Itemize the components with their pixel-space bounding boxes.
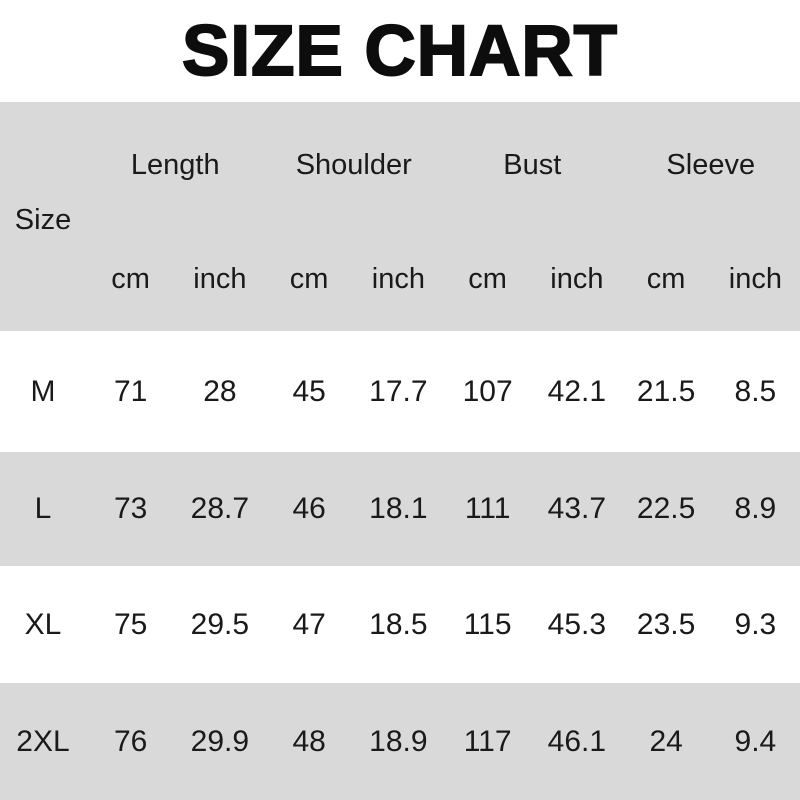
table-cell: 46: [292, 492, 326, 525]
table-cell: 18.1: [369, 492, 428, 525]
table-cell: 24: [649, 724, 683, 758]
table-cell: 107: [462, 374, 513, 408]
table-cell: 46.1: [547, 724, 607, 758]
table-cell: 8.5: [734, 374, 777, 408]
table-cell: 47: [292, 607, 326, 641]
table-cell: 42.1: [547, 374, 607, 408]
table-cell: 8.9: [734, 492, 777, 525]
column-group-sleeve: Sleeve: [666, 148, 756, 181]
unit-header-length-cm: cm: [111, 263, 150, 295]
unit-header-bust-cm: cm: [468, 263, 507, 295]
column-group-bust: Bust: [503, 148, 562, 181]
table-cell: 43.7: [547, 492, 607, 525]
column-header-size: Size: [14, 204, 72, 236]
table-cell: 28: [203, 374, 237, 408]
unit-header-sleeve-cm: cm: [646, 263, 686, 295]
table-cell: 29.9: [190, 724, 250, 758]
table-header: Size Length Shoulder Bust Sleeve cm inch…: [0, 102, 800, 331]
table-row-xl: XL 75 29.5 47 18.5 115 45.3 23.5 9.3: [0, 566, 800, 683]
table-cell: 28.7: [190, 492, 250, 525]
table-cell: 17.7: [369, 374, 428, 408]
title-band: SIZE CHART: [0, 0, 800, 102]
table-cell: 21.5: [636, 374, 696, 408]
unit-header-length-inch: inch: [193, 263, 247, 295]
table-cell: 22.5: [636, 492, 696, 525]
table-cell: 73: [113, 492, 148, 525]
table-cell: 29.5: [190, 607, 250, 641]
table-cell: 75: [113, 607, 148, 641]
table-cell: 9.3: [734, 607, 777, 641]
table-cell: 45.3: [547, 607, 607, 641]
table-cell: 18.9: [369, 724, 428, 758]
table-cell: 23.5: [636, 607, 696, 641]
row-size-label: 2XL: [16, 724, 70, 758]
page-title: SIZE CHART: [181, 11, 618, 92]
table-cell: 117: [463, 724, 512, 758]
unit-header-sleeve-inch: inch: [728, 263, 782, 295]
row-size-label: L: [34, 492, 52, 525]
table-cell: 71: [113, 374, 148, 408]
row-size-label: XL: [24, 607, 62, 641]
unit-header-shoulder-inch: inch: [371, 263, 425, 295]
table-row-l: L 73 28.7 46 18.1 111 43.7 22.5 8.9: [0, 452, 800, 566]
column-group-shoulder: Shoulder: [295, 148, 412, 181]
unit-header-bust-inch: inch: [550, 263, 604, 295]
column-group-length: Length: [130, 148, 220, 181]
table-row-m: M 71 28 45 17.7 107 42.1 21.5 8.5: [0, 331, 800, 452]
table-cell: 18.5: [369, 607, 428, 641]
row-size-label: M: [30, 374, 56, 408]
table-cell: 111: [464, 492, 511, 525]
table-cell: 9.4: [734, 724, 777, 758]
table-cell: 48: [292, 724, 326, 758]
table-cell: 115: [463, 607, 512, 641]
table-cell: 45: [292, 374, 326, 408]
unit-header-shoulder-cm: cm: [289, 263, 329, 295]
table-row-2xl: 2XL 76 29.9 48 18.9 117 46.1 24 9.4: [0, 683, 800, 800]
table-cell: 76: [113, 724, 148, 758]
